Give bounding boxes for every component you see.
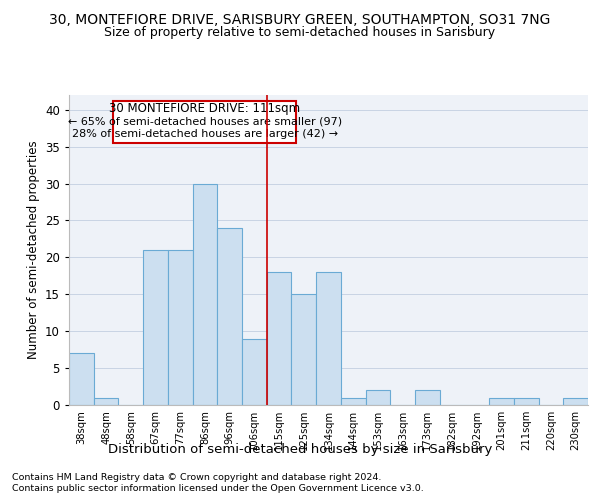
Bar bbox=[514, 398, 539, 405]
Bar bbox=[143, 250, 168, 405]
Text: 28% of semi-detached houses are larger (42) →: 28% of semi-detached houses are larger (… bbox=[72, 128, 338, 138]
Bar bbox=[365, 390, 390, 405]
Bar bbox=[341, 398, 365, 405]
Y-axis label: Number of semi-detached properties: Number of semi-detached properties bbox=[26, 140, 40, 360]
Bar bbox=[168, 250, 193, 405]
Bar bbox=[267, 272, 292, 405]
Bar bbox=[217, 228, 242, 405]
Text: Contains public sector information licensed under the Open Government Licence v3: Contains public sector information licen… bbox=[12, 484, 424, 493]
Text: 30 MONTEFIORE DRIVE: 111sqm: 30 MONTEFIORE DRIVE: 111sqm bbox=[109, 102, 301, 115]
Bar bbox=[94, 398, 118, 405]
Bar bbox=[242, 338, 267, 405]
Bar bbox=[292, 294, 316, 405]
Text: Size of property relative to semi-detached houses in Sarisbury: Size of property relative to semi-detach… bbox=[104, 26, 496, 39]
Bar bbox=[415, 390, 440, 405]
FancyBboxPatch shape bbox=[113, 101, 296, 143]
Text: 30, MONTEFIORE DRIVE, SARISBURY GREEN, SOUTHAMPTON, SO31 7NG: 30, MONTEFIORE DRIVE, SARISBURY GREEN, S… bbox=[49, 12, 551, 26]
Bar bbox=[563, 398, 588, 405]
Bar bbox=[316, 272, 341, 405]
Bar bbox=[69, 354, 94, 405]
Text: ← 65% of semi-detached houses are smaller (97): ← 65% of semi-detached houses are smalle… bbox=[68, 116, 342, 126]
Bar bbox=[193, 184, 217, 405]
Bar bbox=[489, 398, 514, 405]
Text: Distribution of semi-detached houses by size in Sarisbury: Distribution of semi-detached houses by … bbox=[108, 442, 492, 456]
Text: Contains HM Land Registry data © Crown copyright and database right 2024.: Contains HM Land Registry data © Crown c… bbox=[12, 472, 382, 482]
